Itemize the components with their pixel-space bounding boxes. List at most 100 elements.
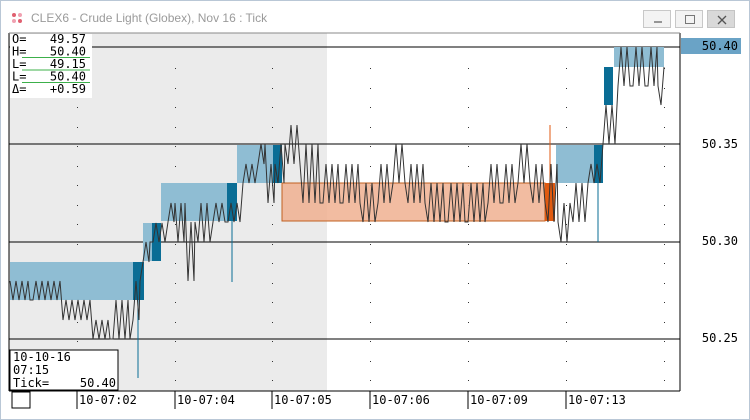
grid-dot [370, 263, 371, 264]
grid-dot [468, 166, 469, 167]
grid-dot [77, 205, 78, 206]
cursor-tick-value: 50.40 [80, 376, 116, 390]
grid-dot [272, 205, 273, 206]
time-tick-label: 10-07:05 [274, 393, 332, 407]
grid-dot [664, 380, 665, 381]
grid-dot [664, 107, 665, 108]
step-box-edge [273, 145, 282, 183]
cursor-tick-label: Tick= [13, 376, 49, 390]
step-box [161, 183, 227, 221]
step-box [10, 262, 134, 300]
grid-dot [272, 361, 273, 362]
grid-dot [468, 146, 469, 147]
cursor-time: 07:15 [13, 363, 49, 377]
grid-dot [566, 341, 567, 342]
grid-dot [370, 127, 371, 128]
axis-corner-box[interactable] [11, 391, 31, 409]
grid-dot [272, 127, 273, 128]
grid-dot [664, 322, 665, 323]
grid-dot [370, 322, 371, 323]
grid-dot [468, 263, 469, 264]
grid-dot [664, 361, 665, 362]
grid-dot [77, 166, 78, 167]
grid-dot [175, 302, 176, 303]
grid-dot [566, 185, 567, 186]
grid-dot [272, 380, 273, 381]
time-axis[interactable]: 10-07:02 10-07:04 10-07:05 10-07:06 10-07:09… [11, 391, 626, 409]
ohlc-value: +0.59 [50, 82, 86, 96]
grid-dot [77, 224, 78, 225]
step-box-edge [227, 183, 237, 221]
ohlc-label: L= [12, 57, 26, 71]
price-steps [10, 47, 664, 300]
grid-dot [468, 302, 469, 303]
ohlc-label: L= [12, 70, 26, 84]
grid-dot [566, 263, 567, 264]
ohlc-label: Δ= [12, 82, 26, 96]
grid-dot [370, 166, 371, 167]
maximize-icon [685, 15, 695, 24]
maximize-button[interactable] [675, 10, 703, 28]
minimize-button[interactable] [643, 10, 671, 28]
grid-dot [370, 283, 371, 284]
grid-dot [664, 244, 665, 245]
minimize-icon [654, 21, 662, 23]
grid-dot [272, 68, 273, 69]
step-box [143, 223, 153, 261]
close-button[interactable] [707, 10, 735, 28]
grid-dot [566, 302, 567, 303]
grid-dot [77, 127, 78, 128]
grid-dot [468, 244, 469, 245]
cursor-info-box: 10-10-16 07:15 Tick= 50.40 [9, 349, 119, 391]
cursor-date: 10-10-16 [13, 350, 71, 364]
ohlc-value: 50.40 [50, 45, 86, 59]
ohlc-info-box: O= 49.57 H= 50.40 L= 49.15 L= 50.40 Δ= +0.59 [10, 32, 92, 98]
grid-dot [468, 322, 469, 323]
grid-dot [566, 380, 567, 381]
grid-dot [664, 127, 665, 128]
grid-dot [370, 224, 371, 225]
grid-dot [664, 68, 665, 69]
grid-dot [272, 224, 273, 225]
grid-dot [175, 263, 176, 264]
step-box-edge [133, 262, 144, 300]
grid-dot [370, 341, 371, 342]
price-tick-label: 50.30 [702, 234, 738, 248]
ohlc-label: O= [12, 32, 26, 46]
grid-dot [272, 107, 273, 108]
price-axis[interactable]: 50.40 50.35 50.30 50.25 [681, 38, 741, 345]
grid-dot [468, 68, 469, 69]
dotted-grid [77, 68, 665, 381]
time-tick-label: 10-07:09 [470, 393, 528, 407]
grid-dot [566, 244, 567, 245]
grid-dot [566, 127, 567, 128]
grid-dot [664, 185, 665, 186]
grid-dot [468, 380, 469, 381]
grid-dot [664, 283, 665, 284]
grid-dot [272, 263, 273, 264]
grid-dot [566, 107, 567, 108]
grid-dot [175, 68, 176, 69]
step-box [237, 145, 273, 183]
step-box [654, 47, 664, 67]
grid-dot [566, 68, 567, 69]
grid-dot [468, 127, 469, 128]
app-icon [12, 13, 22, 23]
step-box-edge [604, 67, 613, 105]
grid-dot [272, 244, 273, 245]
step-box [614, 47, 654, 67]
grid-dot [175, 361, 176, 362]
grid-dot [175, 224, 176, 225]
grid-dot [272, 283, 273, 284]
grid-dot [370, 302, 371, 303]
tick-price-line [9, 46, 665, 340]
ohlc-value: 50.40 [50, 70, 86, 84]
close-icon [717, 15, 727, 25]
title-bar[interactable]: CLEX6 - Crude Light (Globex), Nov 16 : T… [1, 1, 749, 35]
grid-dot [370, 68, 371, 69]
grid-dot [664, 166, 665, 167]
grid-dot [175, 107, 176, 108]
grid-dot [566, 283, 567, 284]
grid-dot [272, 302, 273, 303]
